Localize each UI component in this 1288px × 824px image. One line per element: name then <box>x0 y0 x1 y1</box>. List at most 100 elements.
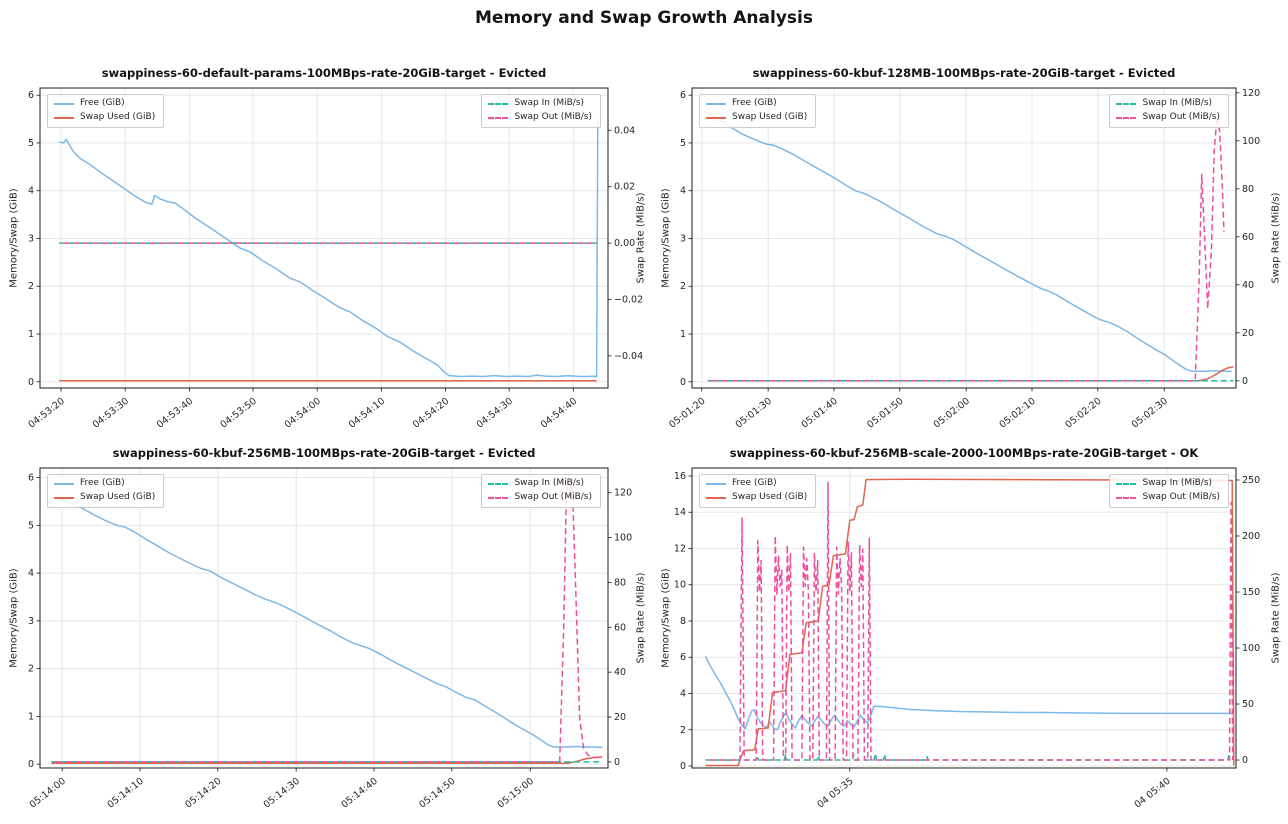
swap-used-line-swatch <box>54 116 74 119</box>
legend-item-swap-used: Swap Used (GiB) <box>54 112 155 123</box>
subplot-2-ylabel-right: Swap Rate (MiB/s) <box>635 572 647 664</box>
legend-item-swap-out: Swap Out (MiB/s) <box>488 491 592 503</box>
figure-title: Memory and Swap Growth Analysis <box>475 8 813 28</box>
ytick-left-label: 3 <box>28 616 34 627</box>
swap-used-line-swatch <box>706 116 726 119</box>
legend-label-free: Free (GiB) <box>732 478 777 488</box>
ytick-right-label: 0.02 <box>614 182 635 193</box>
xtick-label: 04:54:20 <box>411 396 451 431</box>
xtick-label: 05:14:10 <box>105 776 145 811</box>
ytick-left-label: 5 <box>680 138 686 149</box>
ytick-left-label: 5 <box>28 520 34 531</box>
swap-in-line-swatch <box>1116 482 1137 485</box>
subplot-0-legend-left: Free (GiB) Swap Used (GiB) <box>47 94 165 128</box>
xtick-label: 04:53:40 <box>155 396 195 431</box>
ytick-left-label: 14 <box>674 507 686 518</box>
ytick-right-label: 60 <box>1242 232 1254 243</box>
legend-label-swap-in: Swap In (MiB/s) <box>1142 98 1213 108</box>
subplot-1-ylabel-right: Swap Rate (MiB/s) <box>1270 192 1282 284</box>
ytick-left-label: 10 <box>674 580 686 591</box>
legend-item-swap-used: Swap Used (GiB) <box>54 492 155 503</box>
xtick-label: 05:14:50 <box>417 776 457 811</box>
ytick-right-label: 0 <box>614 757 620 768</box>
legend-label-swap-out: Swap Out (MiB/s) <box>514 491 592 502</box>
subplot-0-title: swappiness-60-default-params-100MBps-rat… <box>101 66 547 80</box>
ytick-left-label: 8 <box>680 616 686 627</box>
legend-item-free: Free (GiB) <box>54 478 155 489</box>
ytick-right-label: −0.04 <box>614 351 643 362</box>
legend-item-swap-out: Swap Out (MiB/s) <box>1116 491 1220 503</box>
swap-used-line <box>707 366 1234 382</box>
xtick-label: 05:01:30 <box>734 396 774 431</box>
ytick-right-label: 20 <box>1242 328 1254 339</box>
subplot-0-ylabel-right: Swap Rate (MiB/s) <box>635 192 647 284</box>
free-line <box>51 495 603 749</box>
ytick-right-label: 100 <box>1242 136 1260 147</box>
ytick-right-label: 100 <box>1242 643 1260 654</box>
ytick-left-label: 1 <box>28 329 34 340</box>
ytick-right-label: 40 <box>1242 280 1254 291</box>
swap-used-line-swatch <box>706 496 726 499</box>
legend-label-swap-out: Swap Out (MiB/s) <box>1142 111 1220 122</box>
subplot-1-title: swappiness-60-kbuf-128MB-100MBps-rate-20… <box>752 66 1176 80</box>
ytick-left-label: 4 <box>680 688 686 699</box>
xtick-label: 04 05:35 <box>815 776 855 811</box>
subplot-0-ylabel-left: Memory/Swap (GiB) <box>8 188 20 288</box>
ytick-left-label: 3 <box>28 233 34 244</box>
swap-used-line <box>705 478 1235 767</box>
ytick-right-label: 60 <box>614 622 626 633</box>
xtick-label: 05:14:00 <box>28 776 68 811</box>
ytick-right-label: 200 <box>1242 531 1260 542</box>
legend-item-swap-in: Swap In (MiB/s) <box>488 478 592 489</box>
ytick-right-label: 150 <box>1242 587 1260 598</box>
legend-label-swap-out: Swap Out (MiB/s) <box>1142 491 1220 502</box>
ytick-left-label: 6 <box>680 90 686 101</box>
ytick-left-label: 6 <box>680 652 686 663</box>
xtick-label: 05:01:40 <box>799 396 839 431</box>
subplot-3-legend-right: Swap In (MiB/s) Swap Out (MiB/s) <box>1109 474 1229 508</box>
xtick-label: 04:53:50 <box>218 396 258 431</box>
swap-in-line <box>705 752 1232 761</box>
xtick-label: 05:14:20 <box>183 776 223 811</box>
ytick-right-label: 0.00 <box>614 238 635 249</box>
legend-label-swap-used: Swap Used (GiB) <box>732 491 808 502</box>
swap-in-line-swatch <box>1116 102 1137 105</box>
subplot-3-ylabel-left: Memory/Swap (GiB) <box>660 568 672 668</box>
ytick-right-label: −0.02 <box>614 294 643 305</box>
ytick-left-label: 4 <box>28 186 34 197</box>
ytick-right-label: 20 <box>614 712 626 723</box>
swap-out-line-swatch <box>488 116 509 119</box>
xtick-label: 05:14:30 <box>262 776 302 811</box>
ytick-left-label: 4 <box>28 568 34 579</box>
legend-item-swap-in: Swap In (MiB/s) <box>1116 98 1220 109</box>
swap-used-line-swatch <box>54 496 74 499</box>
swap-out-line-swatch <box>488 496 509 499</box>
subplot-2-legend-right: Swap In (MiB/s) Swap Out (MiB/s) <box>481 474 601 508</box>
free-line-swatch <box>54 482 74 485</box>
free-line-swatch <box>706 482 726 485</box>
xtick-label: 05:02:00 <box>932 396 972 431</box>
subplot-0-legend-right: Swap In (MiB/s) Swap Out (MiB/s) <box>481 94 601 128</box>
ytick-right-label: 120 <box>1242 88 1260 99</box>
axes-frame <box>691 87 1237 389</box>
ytick-right-label: 80 <box>614 577 626 588</box>
subplot-2-ylabel-left: Memory/Swap (GiB) <box>8 568 20 668</box>
ytick-left-label: 5 <box>28 138 34 149</box>
ytick-left-label: 16 <box>674 471 686 482</box>
subplot-3-ylabel-right: Swap Rate (MiB/s) <box>1270 572 1282 664</box>
swap-in-line-swatch <box>488 102 509 105</box>
ytick-right-label: 0.04 <box>614 125 635 136</box>
xtick-label: 04:54:10 <box>347 396 387 431</box>
ytick-right-label: 120 <box>614 488 632 499</box>
xtick-label: 04:54:00 <box>283 396 323 431</box>
ytick-left-label: 2 <box>28 664 34 675</box>
subplot-2-title: swappiness-60-kbuf-256MB-100MBps-rate-20… <box>112 446 536 460</box>
ytick-left-label: 2 <box>680 725 686 736</box>
legend-item-swap-out: Swap Out (MiB/s) <box>1116 111 1220 123</box>
xtick-label: 05:15:00 <box>496 776 536 811</box>
xtick-label: 05:02:10 <box>997 396 1037 431</box>
legend-label-swap-in: Swap In (MiB/s) <box>1142 478 1213 488</box>
legend-label-free: Free (GiB) <box>80 98 125 108</box>
